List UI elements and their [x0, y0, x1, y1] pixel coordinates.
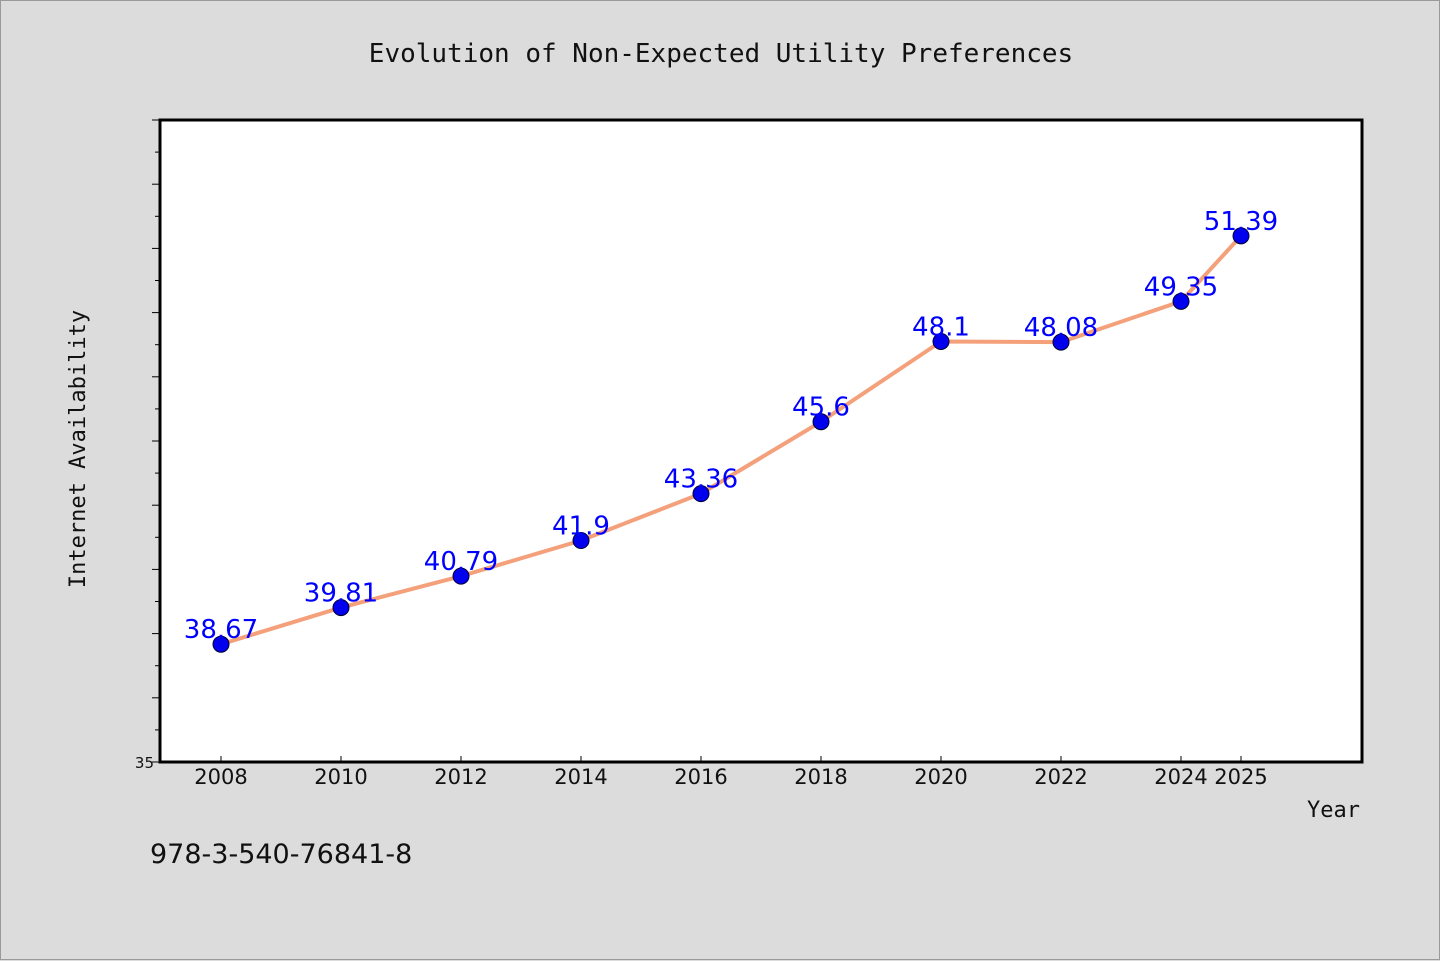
- x-tick-label: 2024: [1154, 765, 1207, 789]
- data-label: 48.08: [1024, 313, 1098, 343]
- x-tick-label: 2018: [794, 765, 847, 789]
- data-label: 49.35: [1144, 272, 1218, 302]
- data-label: 43.36: [664, 465, 738, 495]
- data-point: [332, 599, 350, 617]
- y-tick-label: 35: [135, 754, 154, 772]
- x-tick-label: 2022: [1034, 765, 1087, 789]
- isbn-text: 978-3-540-76841-8: [150, 839, 412, 870]
- x-axis-ticks: 2008 2010 2012 2014 2016 2018 2020 2022 2024 2025: [194, 756, 1268, 789]
- y-axis-ticks: [152, 119, 160, 763]
- data-label: 38.67: [184, 615, 258, 645]
- x-tick-label: 2020: [914, 765, 967, 789]
- data-markers: [212, 227, 1250, 653]
- data-point: [1232, 227, 1250, 245]
- x-tick-label: 2012: [434, 765, 487, 789]
- data-point: [572, 532, 590, 550]
- x-tick-label: 2008: [194, 765, 247, 789]
- data-label: 40.79: [424, 547, 498, 577]
- x-tick-label: 2014: [554, 765, 607, 789]
- plot-area: [158, 118, 1364, 764]
- x-tick-label: 2016: [674, 765, 727, 789]
- x-tick-label: 2025: [1214, 765, 1267, 789]
- data-label: 51.39: [1204, 207, 1278, 237]
- data-point: [1172, 292, 1190, 310]
- data-label: 45.6: [792, 393, 850, 423]
- data-point: [812, 413, 830, 431]
- data-point: [452, 567, 470, 585]
- data-labels: 38.67 39.81 40.79 41.9 43.36 45.6 48.1 48.08 49.…: [184, 207, 1278, 645]
- series-line: [220, 234, 1243, 647]
- data-label: 39.81: [304, 579, 378, 609]
- chart-title: Evolution of Non-Expected Utility Prefer…: [369, 39, 1073, 69]
- data-point: [1052, 333, 1070, 351]
- y-axis-label: Internet Availability: [66, 310, 91, 588]
- data-point: [692, 485, 710, 503]
- data-point: [212, 635, 230, 653]
- data-point: [932, 332, 950, 350]
- data-label: 48.1: [912, 312, 970, 342]
- x-tick-label: 2010: [314, 765, 367, 789]
- x-axis-label: Year: [1307, 798, 1360, 823]
- data-label: 41.9: [552, 512, 610, 542]
